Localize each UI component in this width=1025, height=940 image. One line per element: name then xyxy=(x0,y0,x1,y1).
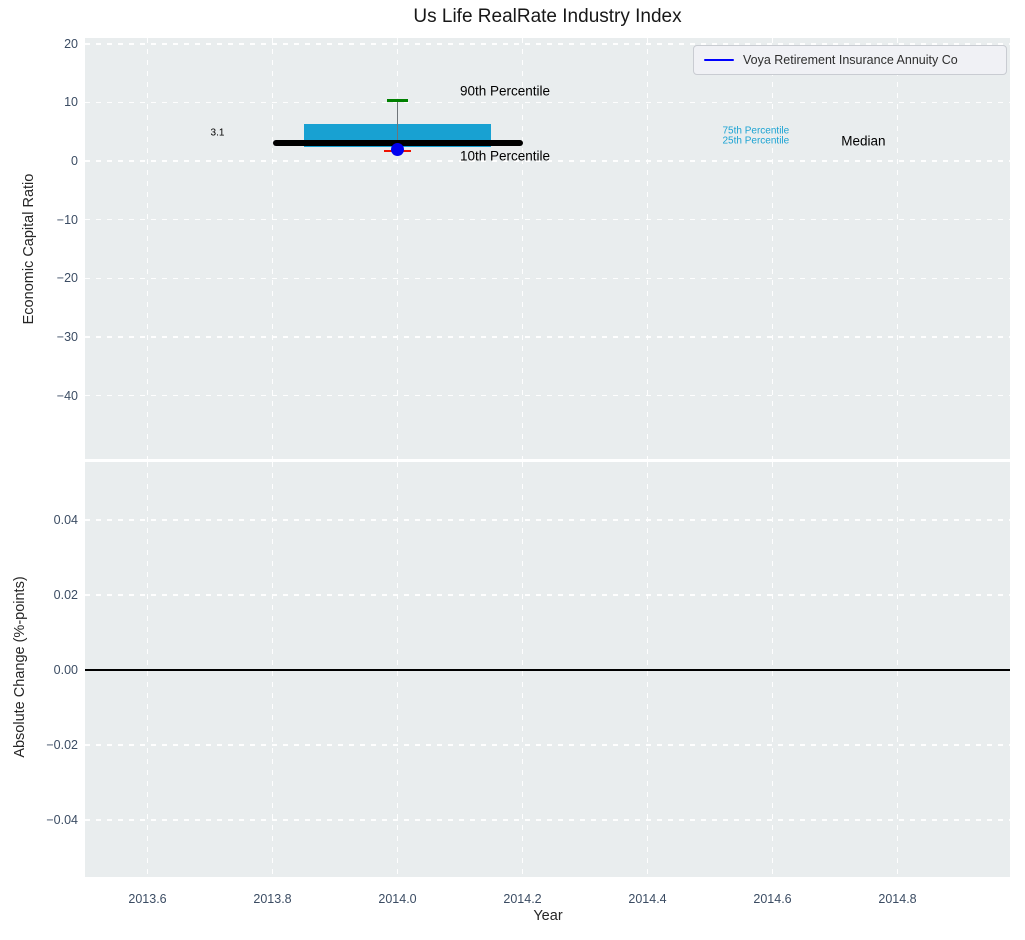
zero-reference-line xyxy=(85,669,1010,671)
x-tick-label: 2013.8 xyxy=(253,891,291,907)
y-tick-label: −30 xyxy=(18,329,78,345)
y-tick-label: −20 xyxy=(18,270,78,286)
company-marker xyxy=(391,143,404,156)
gridline-horizontal xyxy=(85,278,1010,279)
annotation-3-1: 3.1 xyxy=(211,127,225,138)
gridline-horizontal xyxy=(85,594,1010,595)
y-tick-label: −0.02 xyxy=(18,737,78,753)
figure: Us Life RealRate Industry Index Economic… xyxy=(0,0,1025,940)
gridline-vertical xyxy=(647,38,648,459)
x-tick-label: 2013.6 xyxy=(128,891,166,907)
x-tick-label: 2014.2 xyxy=(503,891,541,907)
gridline-horizontal xyxy=(85,819,1010,820)
x-tick-label: 2014.0 xyxy=(378,891,416,907)
gridline-vertical xyxy=(897,38,898,459)
legend-label: Voya Retirement Insurance Annuity Co xyxy=(743,53,958,67)
y-tick-label: 0.02 xyxy=(18,587,78,603)
p90-cap xyxy=(387,99,408,102)
legend-line-icon xyxy=(704,59,734,62)
gridline-vertical xyxy=(522,38,523,459)
annotation-25th-percentile: 25th Percentile xyxy=(723,135,790,146)
gridline-horizontal xyxy=(85,395,1010,396)
x-axis-label: Year xyxy=(533,908,562,924)
x-tick-label: 2014.8 xyxy=(878,891,916,907)
y-axis-label-top: Economic Capital Ratio xyxy=(21,174,37,325)
y-tick-label: −0.04 xyxy=(18,812,78,828)
y-tick-label: 10 xyxy=(18,94,78,110)
gridline-vertical xyxy=(772,38,773,459)
gridline-horizontal xyxy=(85,744,1010,745)
x-tick-label: 2014.4 xyxy=(628,891,666,907)
chart-title: Us Life RealRate Industry Index xyxy=(85,6,1010,28)
economic-capital-ratio-axes xyxy=(85,38,1010,459)
legend[interactable]: Voya Retirement Insurance Annuity Co xyxy=(693,45,1007,75)
annotation-90th-percentile: 90th Percentile xyxy=(460,83,550,98)
gridline-horizontal xyxy=(85,102,1010,103)
gridline-vertical xyxy=(272,38,273,459)
absolute-change-axes xyxy=(85,462,1010,877)
gridline-horizontal xyxy=(85,519,1010,520)
annotation-median: Median xyxy=(841,133,885,148)
y-tick-label: 0 xyxy=(18,153,78,169)
gridline-vertical xyxy=(147,38,148,459)
gridline-horizontal xyxy=(85,219,1010,220)
y-tick-label: 20 xyxy=(18,36,78,52)
y-tick-label: 0.04 xyxy=(18,512,78,528)
annotation-10th-percentile: 10th Percentile xyxy=(460,148,550,163)
y-tick-label: −10 xyxy=(18,212,78,228)
x-tick-label: 2014.6 xyxy=(753,891,791,907)
gridline-horizontal xyxy=(85,336,1010,337)
y-tick-label: −40 xyxy=(18,388,78,404)
y-tick-label: 0.00 xyxy=(18,662,78,678)
whisker-line xyxy=(397,101,399,143)
